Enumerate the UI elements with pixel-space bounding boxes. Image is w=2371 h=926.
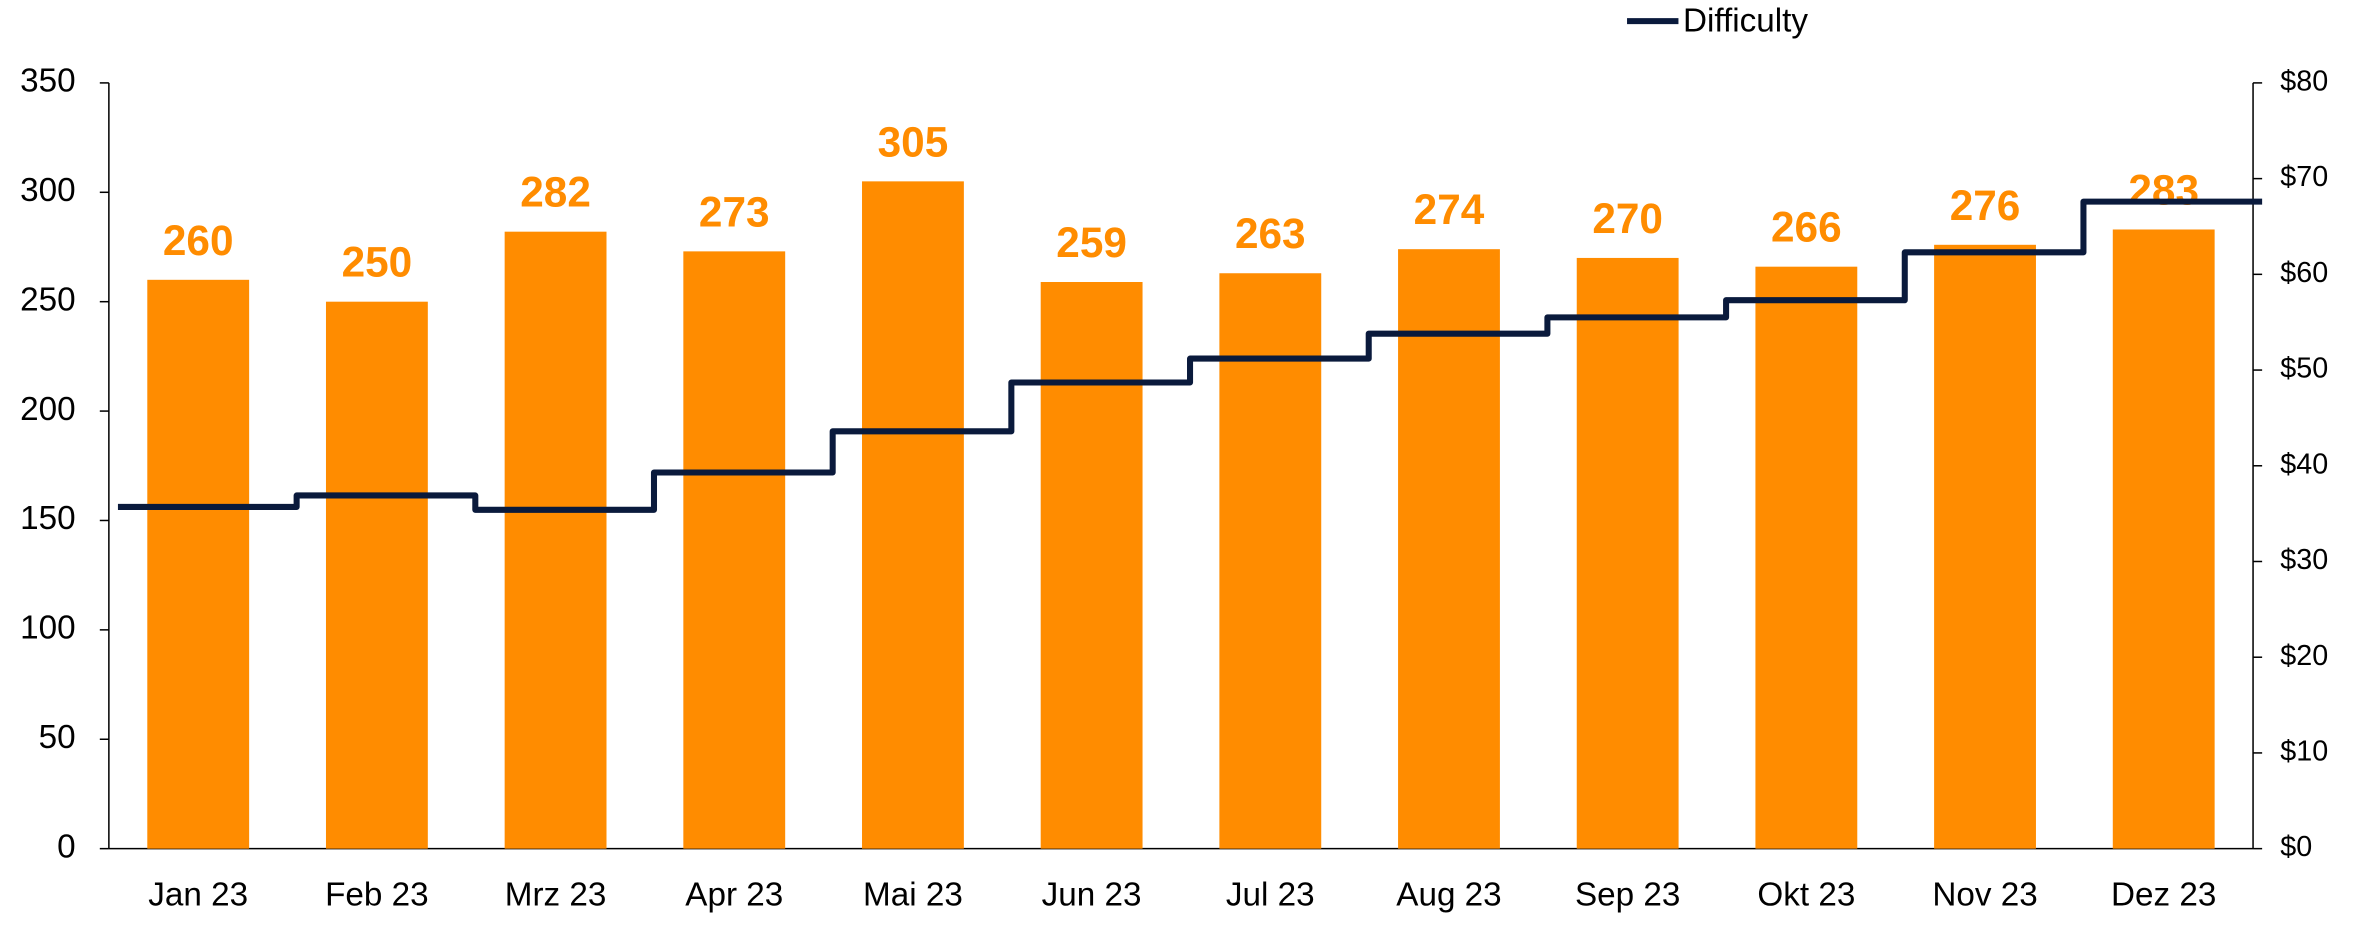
- y2-tick-label: $50: [2280, 353, 2328, 385]
- bar: [1040, 281, 1143, 849]
- x-tick-label: Jan 23: [148, 877, 248, 914]
- bar: [504, 231, 607, 849]
- line: [117, 198, 2263, 513]
- y-tick-label: 150: [20, 500, 75, 537]
- y-tick-label: 250: [20, 281, 75, 318]
- bar: [1934, 244, 2036, 849]
- y2-tick-label: $70: [2280, 161, 2328, 193]
- bar: [1755, 266, 1858, 849]
- y-tick-label: 50: [39, 719, 76, 756]
- x-tick-label: Mai 23: [863, 877, 963, 914]
- value-label: 266: [1771, 204, 1842, 251]
- x-tick-label: Dez 23: [2111, 877, 2216, 914]
- value-label: 270: [1592, 195, 1663, 242]
- x-tick-label: Nov 23: [1932, 877, 2037, 914]
- value-label: 282: [520, 169, 591, 216]
- y2-tick-label: $30: [2280, 544, 2328, 576]
- bar: [1398, 249, 1500, 849]
- bar: [683, 251, 786, 849]
- y-tick-label: 100: [20, 610, 75, 647]
- value-label: 263: [1235, 210, 1306, 257]
- value-label: 283: [2128, 167, 2199, 214]
- bar: [2112, 229, 2215, 849]
- y-tick-label: 0: [57, 828, 75, 865]
- value-label: 274: [1414, 186, 1485, 233]
- x-tick-label: Apr 23: [685, 877, 783, 914]
- bar: [325, 301, 428, 849]
- value-label: 259: [1056, 219, 1127, 266]
- legend-label: Difficulty: [1683, 2, 1808, 39]
- y2-tick-label: $0: [2280, 831, 2312, 863]
- y-tick-label: 300: [20, 172, 75, 209]
- value-label: 250: [342, 239, 413, 286]
- x-tick-label: Feb 23: [325, 877, 429, 914]
- value-label: 305: [878, 118, 949, 165]
- x-tick-label: Jul 23: [1226, 877, 1315, 914]
- bar: [862, 181, 964, 849]
- y2-tick-label: $20: [2280, 640, 2328, 672]
- value-label: 273: [699, 188, 770, 235]
- y2-tick-label: $80: [2280, 66, 2328, 98]
- x-tick-label: Okt 23: [1757, 877, 1855, 914]
- bar: [147, 279, 250, 849]
- value-label: 276: [1950, 182, 2021, 229]
- value-label: 260: [163, 217, 234, 264]
- x-tick-label: Aug 23: [1396, 877, 1501, 914]
- y2-tick-label: $10: [2280, 736, 2328, 768]
- y-tick-label: 350: [20, 63, 75, 100]
- x-tick-label: Mrz 23: [505, 877, 607, 914]
- bar: [1219, 273, 1322, 849]
- x-tick-label: Jun 23: [1042, 877, 1142, 914]
- y2-tick-label: $40: [2280, 448, 2328, 480]
- y-tick-label: 200: [20, 391, 75, 428]
- x-tick-label: Sep 23: [1575, 877, 1680, 914]
- y2-tick-label: $60: [2280, 257, 2328, 289]
- bar: [1576, 257, 1679, 849]
